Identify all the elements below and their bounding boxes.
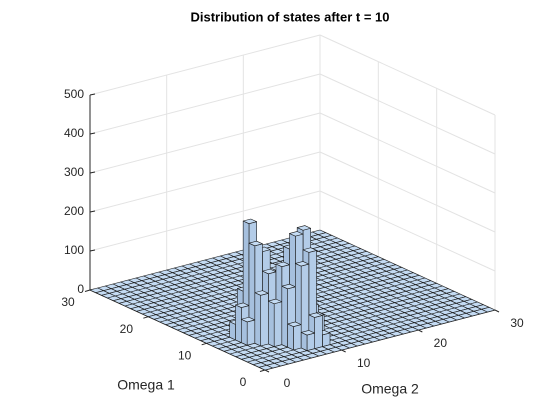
grid-line [319,34,496,116]
bar-face [246,319,256,346]
bar-face [296,225,311,231]
bar-face [289,231,304,237]
y-tick-label: 10 [357,356,371,370]
bar-face [281,285,288,348]
bar-face [268,298,283,305]
bar-face [254,292,261,347]
bar [287,321,302,351]
bar-face [242,218,257,224]
grid-line [89,151,321,213]
bar-face [268,300,275,347]
bar-face [235,302,250,308]
grid-line [89,73,321,135]
z-tick [89,93,96,96]
bar [268,298,283,347]
grid-line [319,151,496,233]
bar-face [308,312,323,318]
x-tick-label: 10 [178,349,192,363]
grid-line [89,190,321,252]
y-axis-label: Omega 2 [361,381,419,397]
bar-face [248,240,263,247]
y-tick-label: 20 [434,336,448,350]
y-tick [341,349,346,353]
bar-face [314,315,323,349]
y-tick [418,329,423,333]
bar-face [293,324,302,351]
x-tick [143,316,149,319]
bar-face [241,318,248,346]
x-tick-label: 0 [240,375,247,389]
grid-line [319,190,496,272]
bar-face [306,332,315,351]
bar [254,290,269,347]
y-tick [494,309,500,313]
z-tick-label: 100 [64,243,84,257]
z-tick-label: 400 [64,126,84,140]
bar-face [281,283,296,290]
x-tick [201,342,207,346]
bar-face [302,247,317,253]
z-tick [89,171,96,174]
z-tick-label: 500 [64,87,84,101]
bar-face [287,323,294,351]
bar-face [260,292,269,347]
bar [300,330,315,351]
bar-face [300,330,315,336]
grid-line [319,112,496,194]
bar [241,316,256,346]
bar-face [254,290,269,296]
y-tick-label: 0 [284,376,291,390]
x-tick-label: 30 [61,295,75,309]
bar-face [322,332,331,347]
bar-face [241,316,256,323]
x-tick [84,289,91,292]
bar-face [235,304,242,343]
y-tick-label: 30 [510,316,524,330]
bar-face [287,321,302,327]
grid-line [89,34,321,96]
z-tick [89,210,96,213]
bar-face [273,301,283,347]
chart-title: Distribution of states after t = 10 [190,9,389,24]
bar-face [262,268,277,275]
grid-line [89,112,321,174]
bar-face [300,332,308,351]
z-tick [89,249,96,252]
bar [258,365,273,371]
z-tick-label: 0 [77,282,84,296]
z-tick [89,132,96,135]
z-tick-label: 300 [64,165,84,179]
bar-face [229,321,236,341]
bar-face [275,261,290,267]
z-tick-label: 200 [64,204,84,218]
x-tick-label: 20 [120,322,134,336]
x-tick [259,369,266,372]
x-axis-label: Omega 1 [117,377,175,393]
bar-face [295,261,310,267]
bar-face [258,365,273,371]
y-tick [264,369,270,373]
grid-line [319,73,496,155]
